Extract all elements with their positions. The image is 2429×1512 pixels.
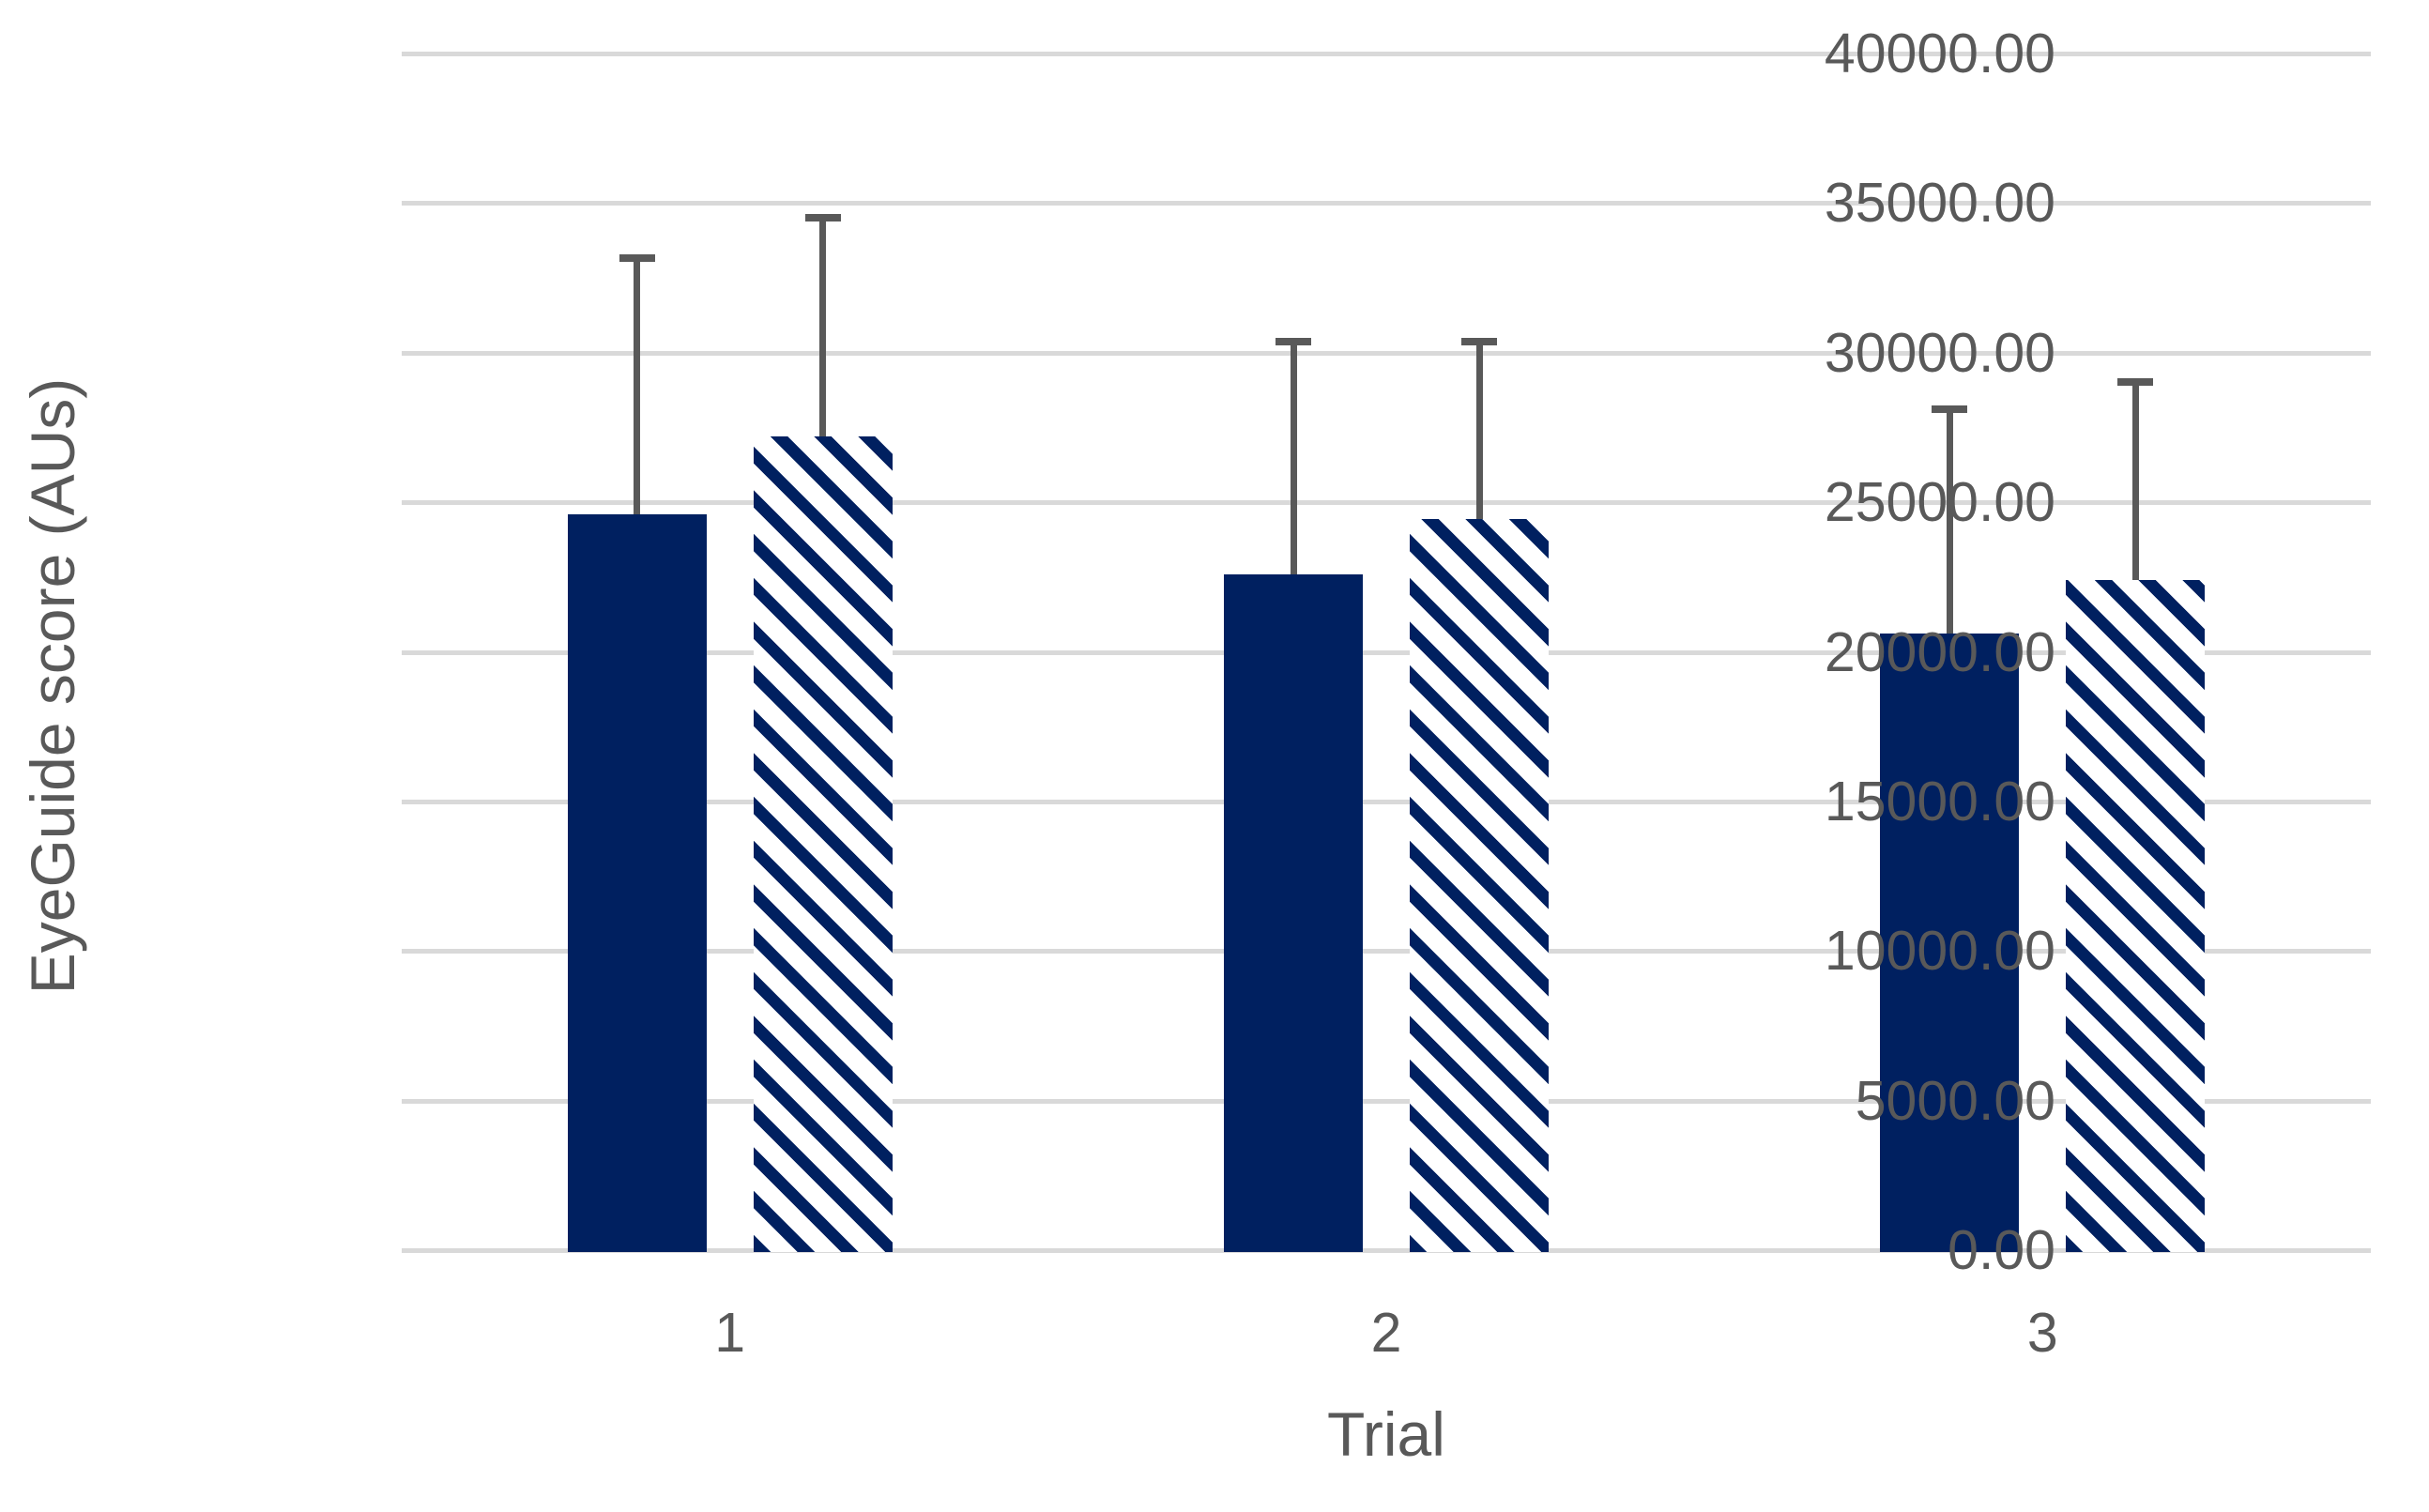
y-axis-title: EyeGuide score (AUs): [18, 377, 87, 995]
bar-solid-trial-1: [567, 513, 707, 1252]
gridline: [402, 1248, 2371, 1253]
gridline: [402, 52, 2371, 56]
bar-hatched-trial-1: [753, 436, 893, 1252]
gridline: [402, 201, 2371, 206]
gridline: [402, 350, 2371, 356]
bar-solid-trial-3: [1880, 634, 2020, 1252]
error-bar-line: [1290, 337, 1297, 574]
error-bar-line: [2131, 377, 2139, 580]
bar-solid-trial-2: [1224, 573, 1363, 1252]
x-axis-tick-label: 3: [2026, 1302, 2058, 1364]
y-axis-tick-label: 30000.00: [1824, 321, 2055, 384]
gridline: [402, 799, 2371, 804]
error-bar-cap: [2117, 377, 2154, 386]
error-bar-line: [634, 253, 641, 514]
x-axis-tick-label: 1: [714, 1302, 746, 1364]
y-axis-tick-label: 20000.00: [1824, 620, 2055, 683]
x-axis-tick-label: 2: [1370, 1302, 1402, 1364]
gridline: [402, 500, 2371, 506]
y-axis-tick-label: 40000.00: [1824, 23, 2055, 84]
error-bar-cap: [1932, 405, 1968, 413]
bar-hatched-trial-3: [2066, 580, 2206, 1252]
gridline: [402, 1098, 2371, 1104]
gridline: [402, 949, 2371, 955]
gridline: [402, 649, 2371, 655]
bar-hatched-trial-2: [1410, 518, 1549, 1252]
y-axis-tick-label: 35000.00: [1824, 172, 2055, 235]
y-axis-tick-label: 5000.00: [1855, 1069, 2055, 1132]
error-bar-cap: [1461, 337, 1497, 345]
error-bar-line: [819, 213, 827, 436]
x-axis-title: Trial: [1327, 1399, 1445, 1469]
error-bar-line: [1946, 405, 1953, 634]
y-axis-tick-label: 15000.00: [1824, 770, 2055, 832]
error-bar-line: [1475, 337, 1483, 519]
y-axis-tick-label: 0.00: [1948, 1219, 2055, 1281]
error-bar-cap: [804, 213, 841, 221]
y-axis-tick-label: 25000.00: [1824, 471, 2055, 534]
error-bar-cap: [1276, 337, 1311, 345]
y-axis-tick-label: 10000.00: [1824, 920, 2055, 983]
error-bar-cap: [619, 253, 655, 262]
